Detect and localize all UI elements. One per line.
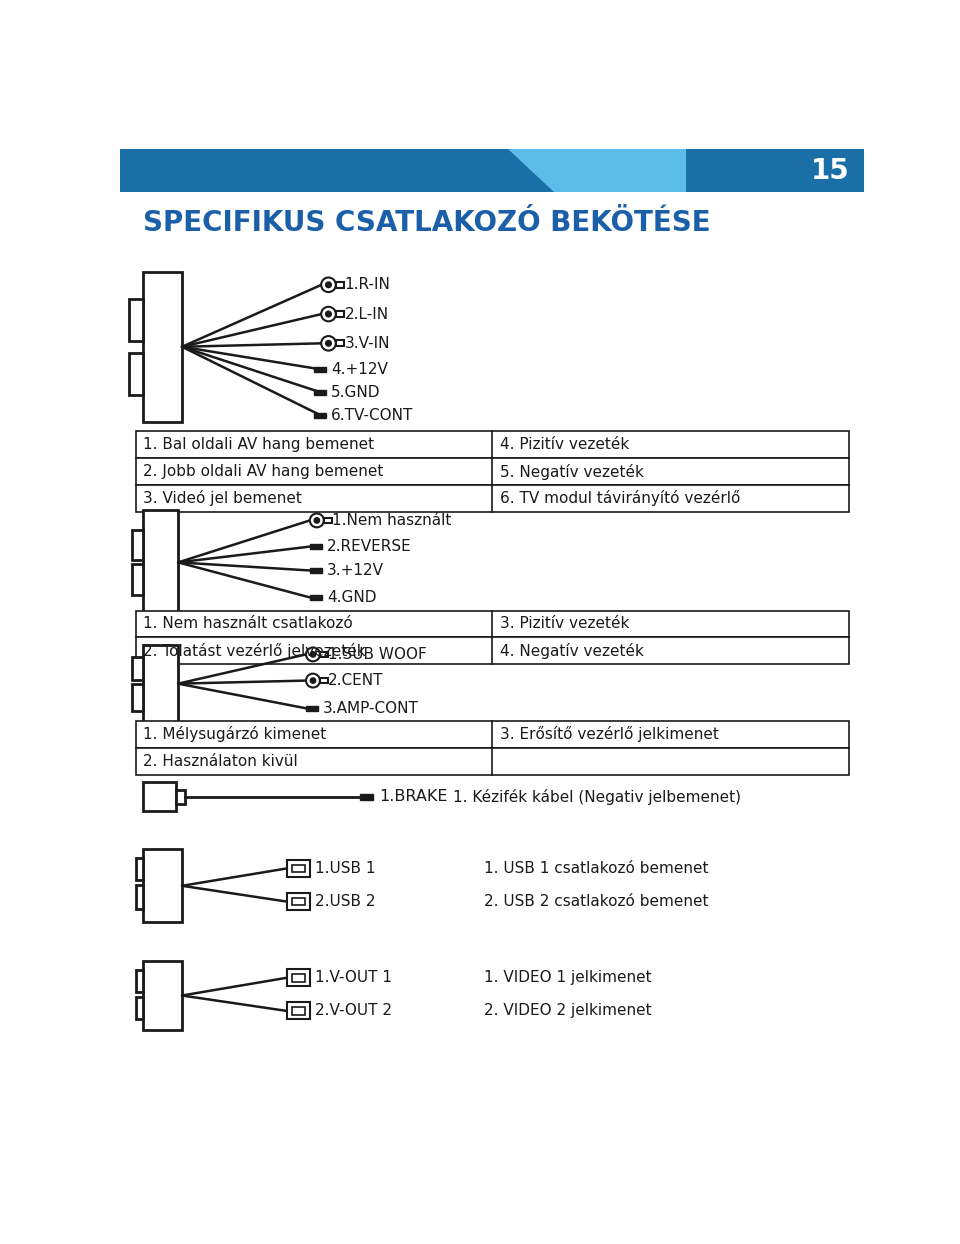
- Text: 2. Tolatást vezérlő jelvezeték: 2. Tolatást vezérlő jelvezeték: [143, 643, 366, 659]
- Bar: [135, 748, 849, 775]
- Bar: [135, 996, 143, 1019]
- Circle shape: [322, 336, 336, 351]
- Bar: [292, 1008, 304, 1015]
- Text: 3.V-IN: 3.V-IN: [345, 336, 391, 351]
- Bar: [135, 485, 849, 513]
- Bar: [132, 684, 143, 710]
- Text: SPECIFIKUS CSATLAKOZÓ BEKÖTÉSE: SPECIFIKUS CSATLAKOZÓ BEKÖTÉSE: [143, 209, 710, 238]
- Bar: [135, 458, 849, 485]
- Text: 1.USB 1: 1.USB 1: [315, 861, 375, 876]
- Text: 4.+12V: 4.+12V: [331, 362, 388, 377]
- Text: 1.Nem használt: 1.Nem használt: [331, 513, 451, 527]
- Text: 1.SUB WOOF: 1.SUB WOOF: [327, 647, 426, 662]
- Bar: [287, 1003, 310, 1019]
- Text: 2.V-OUT 2: 2.V-OUT 2: [315, 1004, 392, 1019]
- Bar: [320, 678, 327, 683]
- Circle shape: [306, 674, 320, 688]
- Text: 1.V-OUT 1: 1.V-OUT 1: [315, 970, 392, 985]
- Text: 6.TV-CONT: 6.TV-CONT: [331, 408, 413, 423]
- Text: 3.+12V: 3.+12V: [327, 564, 384, 578]
- Bar: [292, 898, 304, 906]
- Bar: [135, 432, 849, 458]
- Bar: [292, 865, 304, 872]
- Text: 4.GND: 4.GND: [327, 590, 376, 605]
- Bar: [143, 850, 182, 922]
- Bar: [798, 149, 864, 192]
- Text: 1. Bal oldali AV hang bemenet: 1. Bal oldali AV hang bemenet: [143, 437, 374, 452]
- Bar: [336, 282, 344, 287]
- Text: 2. VIDEO 2 jelkimenet: 2. VIDEO 2 jelkimenet: [484, 1004, 652, 1019]
- Circle shape: [310, 652, 316, 657]
- Text: 1. VIDEO 1 jelkimenet: 1. VIDEO 1 jelkimenet: [484, 970, 652, 985]
- Bar: [314, 389, 326, 396]
- Circle shape: [322, 307, 336, 321]
- Text: 6. TV modul távirányító vezérlő: 6. TV modul távirányító vezérlő: [500, 490, 740, 506]
- Bar: [135, 720, 849, 748]
- Bar: [143, 271, 182, 422]
- Bar: [287, 969, 310, 986]
- Bar: [310, 544, 323, 550]
- Bar: [360, 794, 372, 800]
- Bar: [135, 858, 143, 880]
- Circle shape: [325, 311, 331, 317]
- Text: 1. Mélysugárzó kimenet: 1. Mélysugárzó kimenet: [143, 726, 326, 743]
- Bar: [292, 974, 304, 982]
- Polygon shape: [508, 149, 685, 192]
- Bar: [130, 299, 143, 341]
- Bar: [336, 311, 344, 317]
- Text: 15: 15: [811, 157, 850, 185]
- Bar: [320, 652, 327, 657]
- Bar: [143, 510, 179, 615]
- Bar: [176, 790, 185, 804]
- Bar: [143, 782, 176, 811]
- Bar: [314, 367, 326, 372]
- Circle shape: [325, 341, 331, 346]
- Text: 2.CENT: 2.CENT: [327, 673, 383, 688]
- Text: 4. Negatív vezeték: 4. Negatív vezeték: [500, 643, 643, 659]
- Bar: [135, 611, 849, 637]
- Circle shape: [306, 647, 320, 662]
- Text: 1.BRAKE: 1.BRAKE: [379, 790, 448, 805]
- Bar: [310, 567, 323, 573]
- Circle shape: [310, 678, 316, 683]
- Text: 2.L-IN: 2.L-IN: [345, 306, 389, 321]
- Bar: [135, 886, 143, 908]
- Bar: [310, 595, 323, 600]
- Text: 2.REVERSE: 2.REVERSE: [327, 539, 412, 554]
- Text: 5. Negatív vezeték: 5. Negatív vezeték: [500, 464, 643, 479]
- Bar: [287, 860, 310, 877]
- Bar: [336, 341, 344, 346]
- Bar: [324, 518, 331, 524]
- Bar: [130, 352, 143, 394]
- Text: 2. Jobb oldali AV hang bemenet: 2. Jobb oldali AV hang bemenet: [143, 464, 384, 479]
- Bar: [143, 960, 182, 1030]
- Bar: [132, 657, 143, 679]
- Bar: [120, 149, 864, 192]
- Text: 1. Kézifék kábel (Negativ jelbemenet): 1. Kézifék kábel (Negativ jelbemenet): [453, 789, 741, 805]
- Text: 3. Erősítő vezérlő jelkimenet: 3. Erősítő vezérlő jelkimenet: [500, 726, 719, 743]
- Text: 2. Használaton kivül: 2. Használaton kivül: [143, 754, 298, 769]
- Text: 4. Pizitív vezeték: 4. Pizitív vezeték: [500, 437, 629, 452]
- Text: 5.GND: 5.GND: [331, 386, 380, 401]
- Bar: [132, 565, 143, 595]
- Circle shape: [322, 277, 336, 292]
- Text: 3. Pizitív vezeték: 3. Pizitív vezeték: [500, 617, 629, 632]
- Text: 3. Videó jel bemenet: 3. Videó jel bemenet: [143, 490, 302, 506]
- Bar: [287, 893, 310, 911]
- Bar: [306, 705, 319, 712]
- Text: 1.R-IN: 1.R-IN: [345, 277, 391, 292]
- Circle shape: [314, 518, 320, 524]
- Bar: [135, 970, 143, 991]
- Circle shape: [310, 514, 324, 527]
- Text: 1. Nem használt csatlakozó: 1. Nem használt csatlakozó: [143, 617, 353, 632]
- Bar: [135, 637, 849, 664]
- Bar: [314, 413, 326, 418]
- Text: 2.USB 2: 2.USB 2: [315, 894, 375, 909]
- Bar: [143, 646, 179, 723]
- Text: 2. USB 2 csatlakozó bemenet: 2. USB 2 csatlakozó bemenet: [484, 894, 708, 909]
- Circle shape: [325, 282, 331, 287]
- Bar: [132, 530, 143, 561]
- Text: 1. USB 1 csatlakozó bemenet: 1. USB 1 csatlakozó bemenet: [484, 861, 708, 876]
- Text: 3.AMP-CONT: 3.AMP-CONT: [324, 700, 419, 715]
